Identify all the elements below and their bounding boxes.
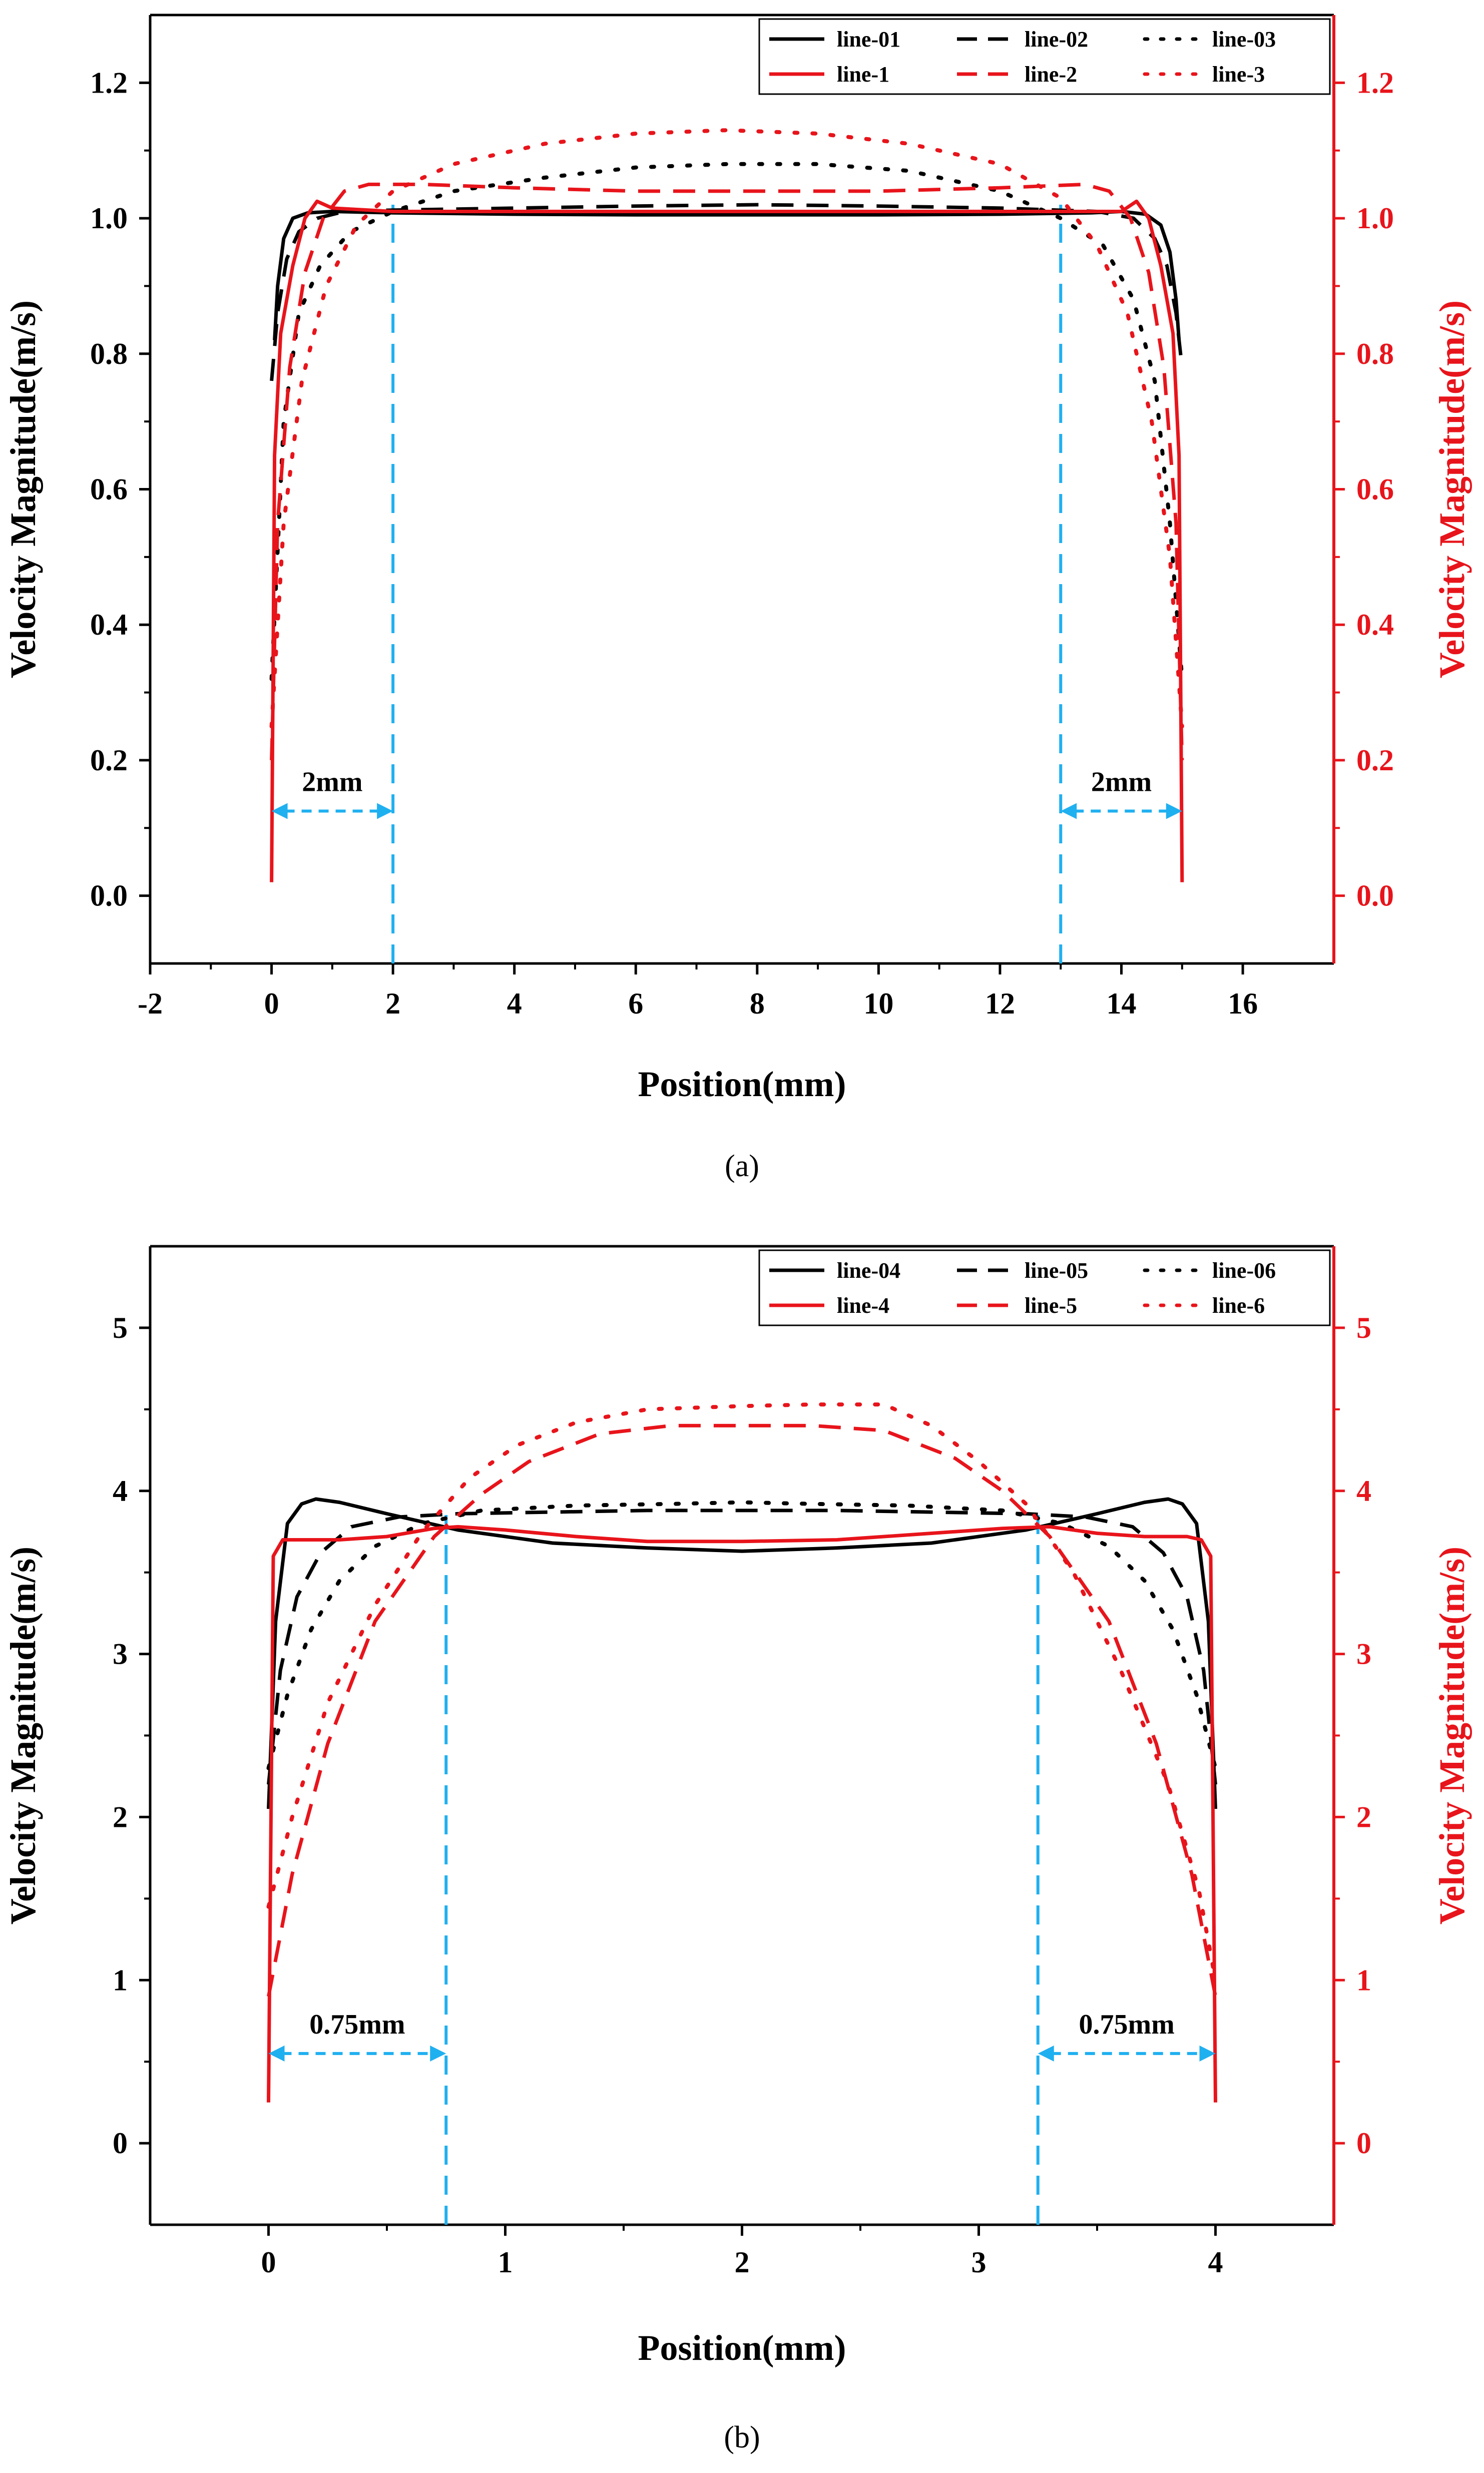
x-tick-label: 4: [1208, 2246, 1223, 2279]
series-line-2: [270, 182, 1184, 760]
legend-label: line-4: [837, 1293, 889, 1318]
arrowhead-right: [430, 2045, 446, 2062]
y-tick-label-left: 0.4: [90, 608, 128, 641]
y-tick-label-left: 0.6: [90, 473, 128, 506]
series-line-1: [270, 199, 1184, 882]
y-tick-label-left: 4: [113, 1474, 128, 1508]
x-tick-label: 14: [1107, 987, 1137, 1020]
arrowhead-left: [271, 803, 288, 819]
legend-label: line-3: [1212, 62, 1265, 87]
y-tick-label-left: 3: [113, 1638, 128, 1671]
series-line-02: [270, 203, 1184, 381]
series-line-04: [267, 1497, 1217, 1809]
panel-caption: (b): [724, 2420, 760, 2454]
legend-label: line-06: [1212, 1258, 1276, 1283]
y-tick-label-right: 0.6: [1356, 473, 1394, 506]
y-axis-title-right: Velocity Magnitude(m/s): [1432, 1547, 1472, 1924]
y-tick-label-right: 5: [1356, 1311, 1371, 1344]
annotation-label: 0.75mm: [1079, 2009, 1174, 2040]
y-tick-label-right: 1.2: [1356, 66, 1394, 99]
series-line-01: [273, 210, 1181, 340]
y-tick-label-right: 1.0: [1356, 202, 1394, 235]
y-axis-title-left: Velocity Magnitude(m/s): [3, 300, 43, 678]
x-tick-label: 2: [385, 987, 400, 1020]
panel-caption: (a): [725, 1149, 759, 1183]
arrowhead-right: [1166, 803, 1182, 819]
x-tick-label: 16: [1228, 987, 1258, 1020]
series-line-4: [267, 1525, 1217, 2103]
legend-label: line-03: [1212, 27, 1276, 52]
legend-label: line-02: [1025, 27, 1088, 52]
x-tick-label: 8: [750, 987, 765, 1020]
y-tick-label-right: 2: [1356, 1800, 1371, 1833]
x-tick-label: 0: [261, 2246, 276, 2279]
legend-label: line-05: [1025, 1258, 1088, 1283]
annotation-label: 0.75mm: [309, 2009, 405, 2040]
y-tick-label-right: 3: [1356, 1638, 1371, 1671]
y-tick-label-right: 0.8: [1356, 337, 1394, 370]
series-line-05: [267, 1509, 1217, 1785]
y-tick-label-left: 0.0: [90, 879, 128, 912]
chart-panel-a: -2 0 2 4 6 8 10 12 14 16 0.0 0.0 0.2 0.2 0.4 0.4 0.6 0.6 0…: [3, 14, 1472, 1183]
y-tick-label-left: 5: [113, 1311, 128, 1344]
y-tick-label-right: 0.4: [1356, 608, 1394, 641]
x-axis-title: Position(mm): [638, 2328, 846, 2368]
series-line-06: [266, 1500, 1218, 1770]
legend-label: line-2: [1025, 62, 1077, 87]
x-tick-label: 6: [628, 987, 643, 1020]
series-line-3: [269, 128, 1184, 729]
chart-panel-b: 0 1 2 3 4 0 0 1 1 2 2 3 3 4 4 5 5 Position(mm) Velocity Ma…: [3, 1245, 1472, 2454]
y-tick-label-left: 1: [113, 1963, 128, 1997]
y-tick-label-right: 0.2: [1356, 744, 1394, 777]
x-tick-label: 3: [971, 2246, 986, 2279]
y-tick-label-left: 0.2: [90, 744, 128, 777]
series-line-6: [266, 1402, 1218, 1983]
y-tick-label-right: 1: [1356, 1963, 1371, 1997]
y-tick-label-right: 4: [1356, 1474, 1371, 1508]
arrowhead-left: [1038, 2045, 1054, 2062]
y-tick-label-left: 0: [113, 2127, 128, 2160]
y-tick-label-right: 0.0: [1356, 879, 1394, 912]
x-tick-label: 4: [507, 987, 522, 1020]
x-tick-label: 0: [264, 987, 279, 1020]
x-tick-label: 10: [863, 987, 893, 1020]
x-tick-label: 1: [498, 2246, 513, 2279]
legend-box: [758, 18, 1331, 95]
y-axis-title-left: Velocity Magnitude(m/s): [3, 1547, 43, 1924]
series-line-03: [269, 162, 1184, 681]
y-tick-label-left: 2: [113, 1800, 128, 1833]
arrowhead-left: [268, 2045, 285, 2062]
arrowhead-right: [1199, 2045, 1216, 2062]
legend-label: line-04: [837, 1258, 900, 1283]
y-tick-label-right: 0: [1356, 2127, 1371, 2160]
legend-label: line-5: [1025, 1293, 1077, 1318]
x-tick-label: 2: [735, 2246, 750, 2279]
legend-box: [758, 1249, 1331, 1326]
series-line-5: [267, 1423, 1217, 1997]
legend-label: line-1: [837, 62, 889, 87]
legend-label: line-6: [1212, 1293, 1265, 1318]
annotation-label: 2mm: [1091, 766, 1152, 797]
annotation-label: 2mm: [302, 766, 362, 797]
y-tick-label-left: 0.8: [90, 337, 128, 370]
y-tick-label-left: 1.0: [90, 202, 128, 235]
y-axis-title-right: Velocity Magnitude(m/s): [1432, 300, 1472, 678]
y-tick-label-left: 1.2: [90, 66, 128, 99]
x-tick-label: 12: [985, 987, 1015, 1020]
arrowhead-right: [377, 803, 393, 819]
arrowhead-left: [1061, 803, 1077, 819]
legend-label: line-01: [837, 27, 900, 52]
x-tick-label: -2: [138, 987, 163, 1020]
x-axis-title: Position(mm): [638, 1064, 846, 1104]
